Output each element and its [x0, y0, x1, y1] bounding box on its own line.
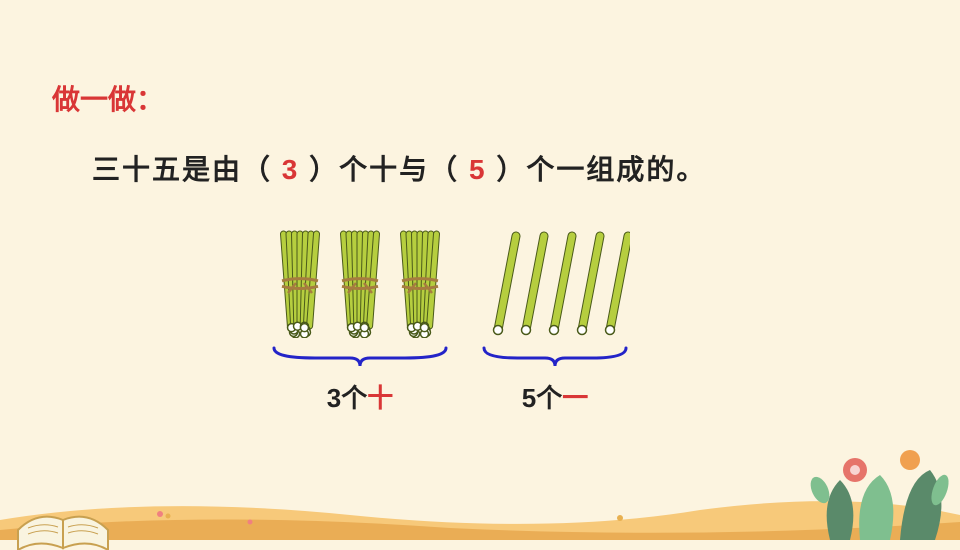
sentence-answer-2: 5 — [469, 154, 487, 185]
sticks-label-unit: 一 — [562, 383, 588, 413]
flowers-icon — [760, 420, 960, 540]
bundles-label: 3个十 — [327, 378, 393, 415]
exercise-title: 做一做： — [52, 78, 164, 118]
sticks-brace — [480, 344, 630, 368]
bundle — [273, 228, 327, 338]
sticks-label-prefix: 5个 — [522, 383, 562, 413]
bundles-label-unit: 十 — [367, 383, 393, 413]
sentence-answer-1: 3 — [282, 154, 300, 185]
bundle — [333, 228, 387, 338]
sentence-part-4: ）个一组成的。 — [496, 154, 706, 185]
bundles-brace — [270, 344, 450, 368]
bundle — [393, 228, 447, 338]
bundles-row — [273, 228, 447, 338]
sticks-group: 5个一 — [480, 228, 630, 415]
sentence-part-2: ）个十与（ — [309, 154, 459, 185]
sentence: 三十五是由（ 3 ）个十与（ 5 ）个一组成的。 — [92, 148, 706, 188]
sticks-label: 5个一 — [522, 378, 588, 415]
sticks-row — [480, 228, 630, 338]
bundles-group: 3个十 — [270, 228, 450, 415]
visuals-row: 3个十 5个一 — [270, 228, 630, 415]
sentence-part-0: 三十五是由（ — [92, 154, 272, 185]
bundles-label-prefix: 3个 — [327, 383, 367, 413]
